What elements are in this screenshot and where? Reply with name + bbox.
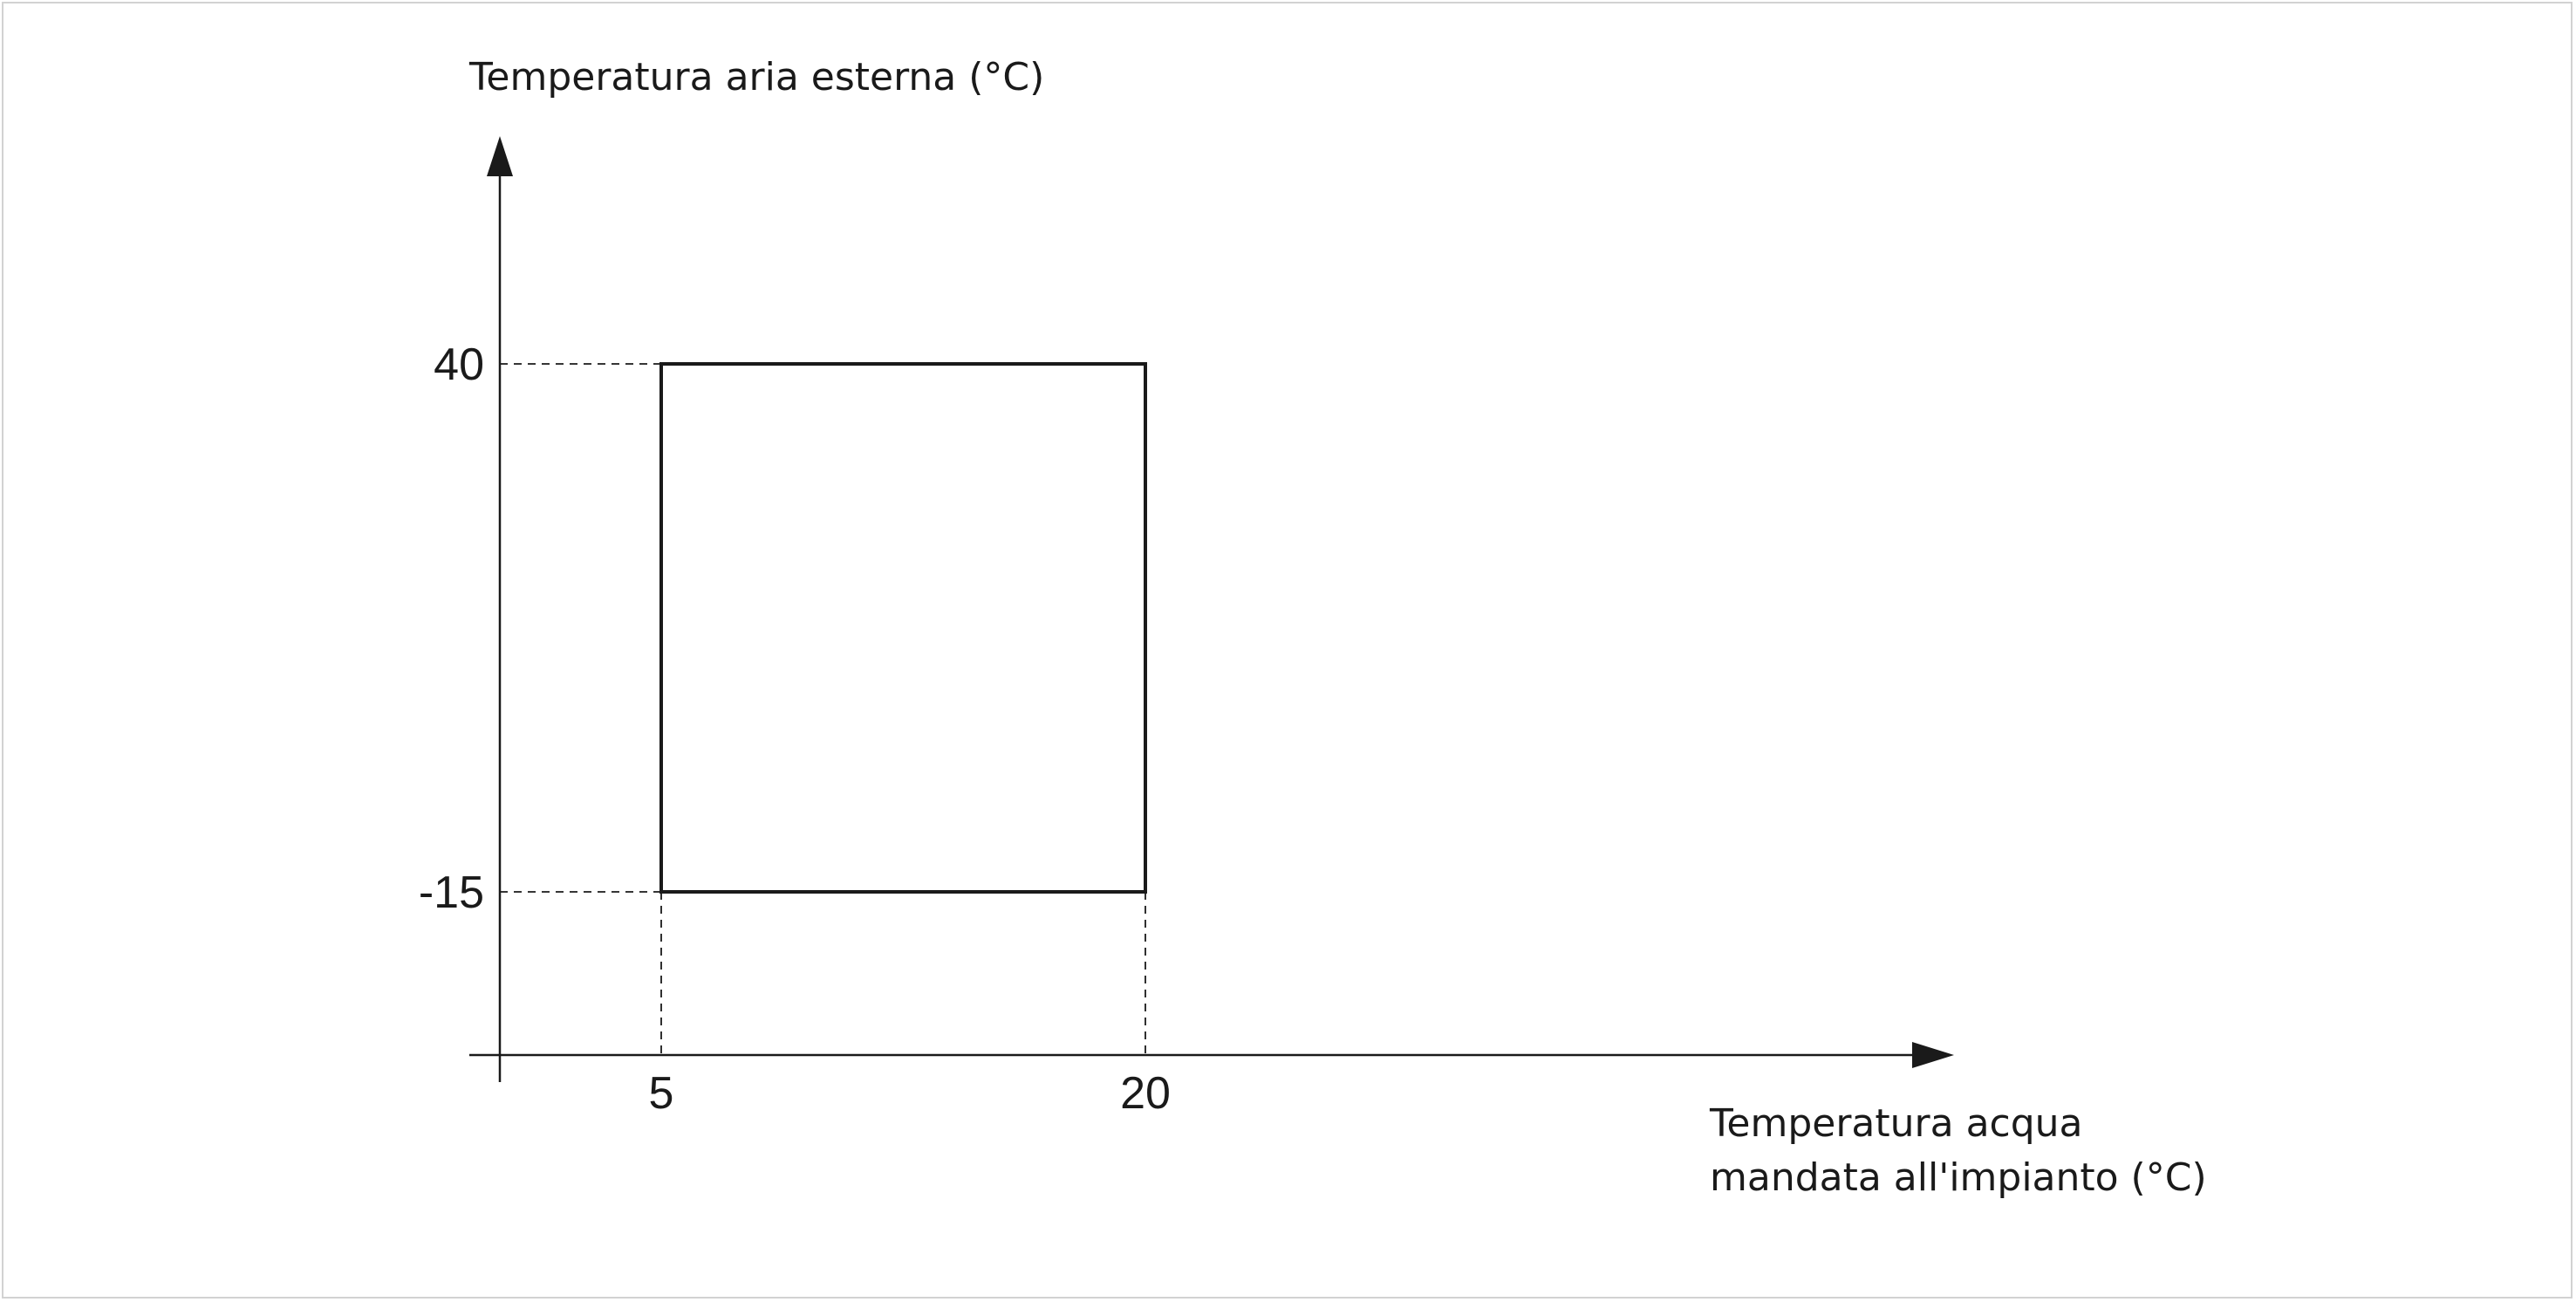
x-tick-label: 20 (1120, 1068, 1171, 1119)
operating-region (659, 362, 1147, 894)
y-axis-arrow (487, 136, 513, 176)
tick-labels: -15 40 5 20 (419, 339, 1171, 1119)
x-axis-title-line-1: Temperatura acqua (1710, 1101, 2083, 1146)
operating-region-rect (659, 362, 1147, 894)
x-tick-label: 5 (649, 1068, 674, 1119)
y-tick-label: 40 (434, 339, 484, 390)
axes (469, 136, 1954, 1082)
y-axis-title: Temperatura aria esterna (°C) (469, 55, 1045, 99)
x-axis-title-line-2: mandata all'impianto (°C) (1710, 1155, 2207, 1200)
guide-lines (500, 363, 1146, 1055)
y-tick-label: -15 (419, 867, 484, 918)
x-axis-title: Temperatura acqua mandata all'impianto (… (1710, 1097, 2207, 1205)
x-axis-arrow (1912, 1042, 1954, 1068)
